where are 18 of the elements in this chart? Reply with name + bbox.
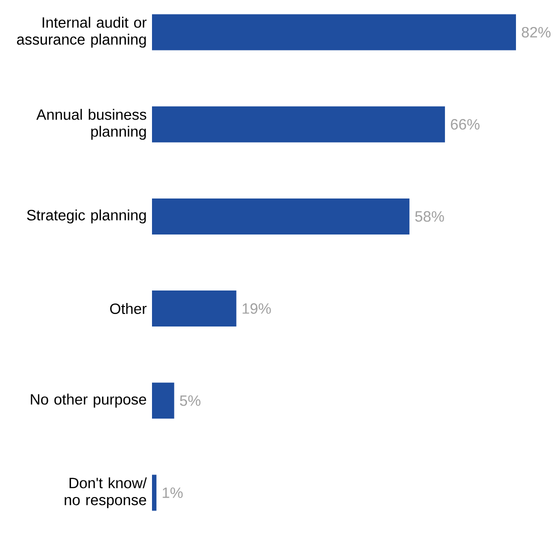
bar — [152, 290, 236, 327]
y-tick-label: Other — [110, 303, 147, 314]
y-tick-label: Strategic planning — [27, 209, 146, 224]
y-tick-label: Don't know/ no response — [64, 477, 147, 508]
bar — [152, 106, 445, 142]
bar — [152, 198, 410, 234]
y-tick-label: Internal audit or assurance planning — [17, 16, 147, 48]
data-label: 19% — [242, 303, 271, 314]
y-tick-label: Annual business planning — [36, 108, 146, 140]
bar — [152, 474, 156, 511]
bar — [152, 382, 174, 419]
data-label: 5% — [180, 395, 200, 406]
data-label: 66% — [450, 119, 480, 130]
data-label: 1% — [162, 488, 183, 498]
bar — [152, 14, 516, 50]
data-label: 82% — [522, 26, 551, 38]
data-label: 58% — [415, 211, 444, 222]
y-tick-label: No other purpose — [30, 394, 146, 408]
